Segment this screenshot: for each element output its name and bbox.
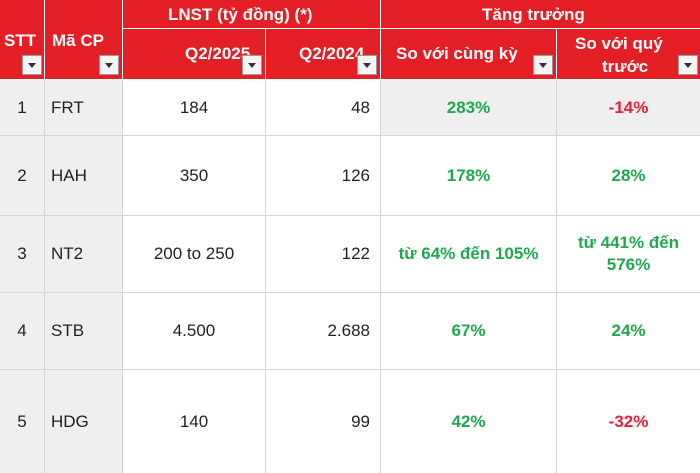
table-cell-q2-2024: 48 bbox=[266, 80, 381, 136]
filter-q2-2025-dropdown[interactable] bbox=[242, 55, 262, 75]
table-cell-q2-2025: 184 bbox=[123, 80, 266, 136]
filter-stt-dropdown[interactable] bbox=[22, 55, 42, 75]
header-growth-label: Tăng trưởng bbox=[482, 5, 585, 24]
table-cell-q2-2024: 2.688 bbox=[266, 293, 381, 370]
header-q2-2025: Q2/2025 bbox=[123, 29, 266, 80]
table-cell-qoq: 28% bbox=[557, 136, 700, 216]
table-cell-code: HDG bbox=[45, 370, 123, 473]
table-cell-stt: 5 bbox=[0, 370, 45, 473]
header-q2-2024: Q2/2024 bbox=[266, 29, 381, 80]
table-cell-stt: 4 bbox=[0, 293, 45, 370]
header-qoq-label-line1: So với quý bbox=[575, 34, 663, 53]
table-cell-q2-2025: 140 bbox=[123, 370, 266, 473]
table-cell-qoq: từ 441% đến 576% bbox=[557, 216, 700, 293]
table-cell-code: NT2 bbox=[45, 216, 123, 293]
table-cell-yoy: 42% bbox=[381, 370, 557, 473]
table-cell-code: FRT bbox=[45, 80, 123, 136]
header-lnst-label: LNST (tỷ đồng) (*) bbox=[168, 5, 313, 24]
table-cell-yoy: 178% bbox=[381, 136, 557, 216]
table-cell-qoq: -32% bbox=[608, 411, 649, 431]
filter-qoq-dropdown[interactable] bbox=[678, 55, 698, 75]
table-cell-stt: 3 bbox=[0, 216, 45, 293]
table-cell-yoy: 67% bbox=[381, 293, 557, 370]
table-cell-stt: 2 bbox=[0, 136, 45, 216]
header-q2-2025-label: Q2/2025 bbox=[185, 44, 251, 63]
table-cell-stt: 1 bbox=[0, 80, 45, 136]
filter-ma-cp-dropdown[interactable] bbox=[99, 55, 119, 75]
header-q2-2024-label: Q2/2024 bbox=[299, 44, 365, 63]
table-cell-q2-2025: 350 bbox=[123, 136, 266, 216]
table-cell-qoq: -14% bbox=[557, 80, 700, 136]
header-qoq-label-line2: trước bbox=[602, 57, 649, 76]
header-yoy-label: So với cùng kỳ bbox=[396, 44, 518, 63]
header-growth-group: Tăng trưởng bbox=[381, 0, 700, 29]
table-cell-q2-2024: 122 bbox=[266, 216, 381, 293]
filter-yoy-dropdown[interactable] bbox=[533, 55, 553, 75]
table-cell-q2-2024: 99 bbox=[266, 370, 381, 473]
table-cell-q2-2024: 126 bbox=[266, 136, 381, 216]
table-cell-qoq: 24% bbox=[557, 293, 700, 370]
table-cell-yoy: từ 64% đến 105% bbox=[381, 216, 557, 293]
header-qoq: So với quý trước bbox=[557, 29, 700, 80]
table-cell-code: STB bbox=[45, 293, 123, 370]
table-cell-yoy: 283% bbox=[381, 80, 557, 136]
header-ma-cp-label: Mã CP bbox=[52, 31, 104, 50]
table-cell-q2-2025: 200 to 250 bbox=[123, 216, 266, 293]
header-lnst-group: LNST (tỷ đồng) (*) bbox=[123, 0, 381, 29]
header-yoy: So với cùng kỳ bbox=[381, 29, 557, 80]
filter-q2-2024-dropdown[interactable] bbox=[357, 55, 377, 75]
header-stt-label: STT bbox=[4, 31, 37, 50]
table-cell-q2-2025: 4.500 bbox=[123, 293, 266, 370]
header-ma-cp: Mã CP bbox=[45, 0, 123, 80]
header-stt: STT bbox=[0, 0, 45, 80]
table-cell-code: HAH bbox=[45, 136, 123, 216]
